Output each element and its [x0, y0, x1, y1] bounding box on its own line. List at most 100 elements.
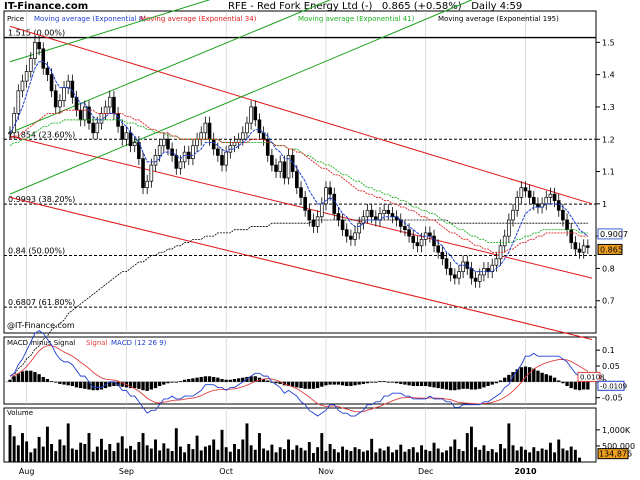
candle — [444, 258, 449, 269]
candle — [282, 161, 287, 179]
volume-bar — [66, 423, 70, 462]
macd-bar — [494, 381, 499, 384]
volume-bar — [557, 439, 561, 462]
macd-bar — [320, 381, 324, 387]
macd-bar — [128, 381, 133, 389]
candle — [369, 209, 374, 218]
macd-bar — [324, 381, 328, 386]
candle — [353, 232, 357, 240]
volume-bar — [58, 439, 62, 462]
macd-bar — [303, 381, 307, 389]
volume-bar — [453, 439, 457, 462]
macd-bar — [582, 381, 586, 390]
macd-bar — [278, 381, 282, 384]
macd-bar — [83, 381, 87, 389]
macd-bar — [199, 376, 203, 382]
macd-bar — [108, 381, 112, 387]
volume-y-tick-label: 1,000K — [602, 426, 631, 435]
volume-bar — [474, 447, 478, 462]
volume-bar — [245, 423, 249, 462]
candle — [211, 138, 216, 150]
candle — [224, 151, 228, 166]
macd-bar — [66, 381, 70, 386]
macd-bar — [54, 381, 58, 383]
volume-bar — [511, 445, 515, 462]
volume-bar — [224, 447, 228, 462]
volume-bar — [341, 446, 345, 462]
volume-bar — [399, 444, 403, 462]
volume-bar — [565, 450, 569, 462]
candle — [265, 138, 270, 156]
volume-bar — [195, 435, 199, 462]
candle — [220, 155, 224, 166]
candle — [556, 200, 561, 211]
volume-bar — [104, 449, 108, 462]
macd-bar — [241, 377, 245, 382]
ema41-line — [9, 119, 588, 244]
volume-bar — [45, 426, 49, 462]
candle — [8, 132, 12, 135]
volume-bar — [307, 442, 311, 462]
period: Daily — [471, 1, 497, 12]
last-price-label: 0.865 — [600, 245, 623, 254]
macd-bar — [253, 376, 257, 382]
macd-bar — [8, 379, 12, 382]
candle — [507, 219, 511, 237]
candle — [128, 132, 133, 147]
candle — [166, 138, 170, 150]
volume-bar — [415, 452, 419, 462]
last-price-box — [597, 243, 623, 255]
timestamp: 4:59 — [499, 1, 523, 12]
candle — [95, 122, 100, 134]
y-tick-label: 0.8 — [602, 264, 615, 273]
macd-bar — [557, 380, 561, 382]
volume-bars — [8, 423, 581, 462]
volume-bar — [220, 429, 224, 462]
candle — [486, 268, 490, 272]
candle — [490, 264, 495, 272]
y-tick-label: 1 — [602, 200, 607, 209]
volume-bar — [233, 444, 236, 462]
macd-bar — [170, 381, 174, 383]
volume-bar — [461, 451, 465, 462]
macd-bar — [328, 381, 332, 385]
macd-bar — [315, 381, 320, 389]
volume-bar — [328, 444, 332, 462]
macd-bar — [424, 381, 428, 387]
macd-bar — [523, 366, 528, 382]
candle — [120, 125, 125, 140]
macd-bar — [378, 381, 382, 382]
macd-bar — [482, 381, 486, 388]
volume-bar — [386, 446, 390, 462]
volume-bar — [424, 449, 428, 462]
macd-y-tick-label: 0.1 — [602, 346, 615, 355]
macd-bar — [569, 381, 573, 389]
ema34-line — [9, 109, 588, 253]
macd-bar — [266, 380, 270, 382]
legend-price: Price — [7, 15, 24, 23]
volume-bar — [87, 433, 91, 462]
x-tick-label: Oct — [219, 467, 233, 476]
fan-line — [9, 0, 331, 134]
volume-bar — [332, 449, 336, 462]
volume-bar — [16, 445, 20, 462]
legend-ema34: Moving average (Exponential 34) — [140, 15, 257, 23]
macd-panel-frame — [3, 336, 597, 405]
macd-bar — [249, 376, 253, 382]
fan-line — [9, 0, 211, 63]
candle — [20, 80, 25, 92]
candle — [37, 42, 41, 50]
macd-bar — [311, 381, 316, 389]
volume-bar — [366, 450, 369, 462]
macd-bar — [519, 367, 523, 382]
macd-bar — [407, 381, 411, 386]
macd-bar — [299, 381, 303, 389]
volume-bar — [108, 444, 112, 462]
candle — [340, 219, 345, 231]
candle — [473, 277, 478, 282]
volume-bar — [420, 445, 424, 462]
candle — [502, 235, 507, 247]
candle — [440, 251, 445, 260]
volume-bar — [445, 450, 448, 462]
